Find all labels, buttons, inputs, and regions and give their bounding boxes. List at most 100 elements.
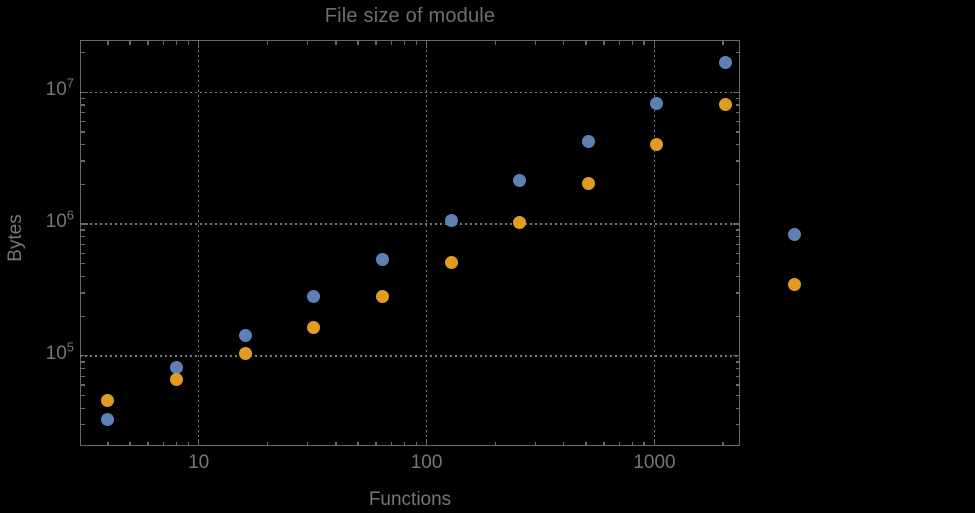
y-gridline xyxy=(79,355,740,357)
x-tick-mark xyxy=(198,439,200,446)
x-tick-mark xyxy=(357,41,359,46)
y-tick-mark xyxy=(80,120,85,123)
y-tick-mark xyxy=(80,361,85,363)
x-tick-mark xyxy=(425,439,428,446)
x-tick-mark xyxy=(335,442,337,446)
y-tick-mark xyxy=(735,263,740,265)
data-point-series-orange xyxy=(650,137,664,151)
data-point-series-blue xyxy=(581,134,595,148)
y-tick-mark xyxy=(735,51,740,54)
x-tick-mark xyxy=(306,442,309,446)
y-tick-mark xyxy=(735,111,740,114)
x-tick-mark xyxy=(306,41,309,46)
x-tick-mark xyxy=(147,41,149,46)
x-tick-mark xyxy=(415,41,417,46)
y-tick-mark xyxy=(80,367,85,370)
data-point-series-blue xyxy=(307,290,321,304)
x-tick-mark xyxy=(175,41,178,46)
y-tick-mark xyxy=(80,424,85,426)
y-tick-mark xyxy=(80,252,85,254)
data-point-series-orange xyxy=(307,321,321,335)
x-tick-mark xyxy=(375,442,377,446)
x-tick-mark xyxy=(494,442,496,446)
data-point-series-orange xyxy=(718,97,732,111)
data-point-series-blue xyxy=(650,96,664,110)
x-tick-label: 10 xyxy=(188,452,210,473)
y-tick-mark xyxy=(735,229,740,231)
y-tick-label: 106 xyxy=(45,207,74,233)
y-tick-mark xyxy=(735,367,740,370)
data-point-series-blue xyxy=(444,213,458,227)
x-tick-mark xyxy=(335,41,337,46)
y-tick-mark xyxy=(80,183,85,185)
data-point-series-blue xyxy=(513,173,527,187)
x-tick-mark xyxy=(425,41,428,49)
data-point-series-blue xyxy=(238,329,252,343)
x-tick-mark xyxy=(266,41,268,46)
data-point-series-orange xyxy=(581,177,595,191)
data-point-series-orange xyxy=(238,347,252,361)
y-tick-mark xyxy=(732,355,740,357)
y-tick-mark xyxy=(80,111,85,114)
y-tick-mark xyxy=(80,229,85,231)
x-tick-mark xyxy=(585,442,587,446)
y-tick-mark xyxy=(735,183,740,185)
x-tick-mark xyxy=(722,41,724,46)
x-tick-mark xyxy=(403,442,406,446)
y-tick-mark xyxy=(80,131,85,133)
x-tick-mark xyxy=(107,442,109,446)
y-tick-mark xyxy=(735,275,740,278)
y-tick-mark xyxy=(80,292,85,294)
x-tick-mark xyxy=(162,442,164,446)
x-gridline xyxy=(197,40,200,446)
y-tick-mark xyxy=(735,104,740,106)
y-tick-mark xyxy=(80,394,85,397)
x-tick-label: 100 xyxy=(410,452,443,473)
y-tick-mark xyxy=(80,315,85,317)
x-gridline xyxy=(425,40,428,446)
y-tick-mark xyxy=(735,97,740,99)
x-tick-mark xyxy=(147,442,149,446)
x-tick-mark xyxy=(266,442,268,446)
data-point-series-blue xyxy=(101,412,115,426)
x-tick-mark xyxy=(187,41,189,46)
x-tick-mark xyxy=(494,41,496,46)
data-point-series-blue xyxy=(718,55,732,69)
y-tick-mark xyxy=(735,384,740,386)
x-tick-label: 1000 xyxy=(633,452,676,473)
x-tick-mark xyxy=(187,442,189,446)
y-tick-mark xyxy=(735,131,740,133)
y-tick-mark xyxy=(80,104,85,106)
data-point-series-orange xyxy=(375,290,389,304)
x-tick-mark xyxy=(175,442,178,446)
y-tick-mark xyxy=(80,97,85,99)
y-tick-mark xyxy=(80,275,85,278)
y-tick-label: 107 xyxy=(45,75,74,101)
y-tick-mark xyxy=(80,375,85,377)
y-tick-mark xyxy=(80,144,85,146)
y-tick-mark xyxy=(80,407,85,409)
y-tick-mark xyxy=(735,236,740,238)
x-tick-mark xyxy=(129,41,131,46)
y-gridline xyxy=(79,91,740,93)
x-tick-mark xyxy=(585,41,587,46)
x-tick-mark xyxy=(653,41,656,49)
data-point-series-orange xyxy=(101,393,115,407)
x-tick-mark xyxy=(107,41,109,46)
y-tick-mark xyxy=(80,160,85,162)
x-tick-mark xyxy=(618,442,620,446)
data-point-series-orange xyxy=(787,277,801,291)
x-tick-mark xyxy=(631,442,634,446)
x-tick-mark xyxy=(390,442,392,446)
y-gridline xyxy=(79,223,740,225)
y-tick-mark xyxy=(735,120,740,123)
y-tick-mark xyxy=(735,252,740,254)
x-tick-mark xyxy=(198,41,200,49)
y-tick-mark xyxy=(80,91,88,93)
plot-frame xyxy=(79,40,740,446)
y-tick-mark xyxy=(735,144,740,146)
chart-title: File size of module xyxy=(324,5,496,27)
x-tick-mark xyxy=(631,41,634,46)
x-tick-mark xyxy=(534,442,536,446)
y-tick-mark xyxy=(80,223,88,225)
